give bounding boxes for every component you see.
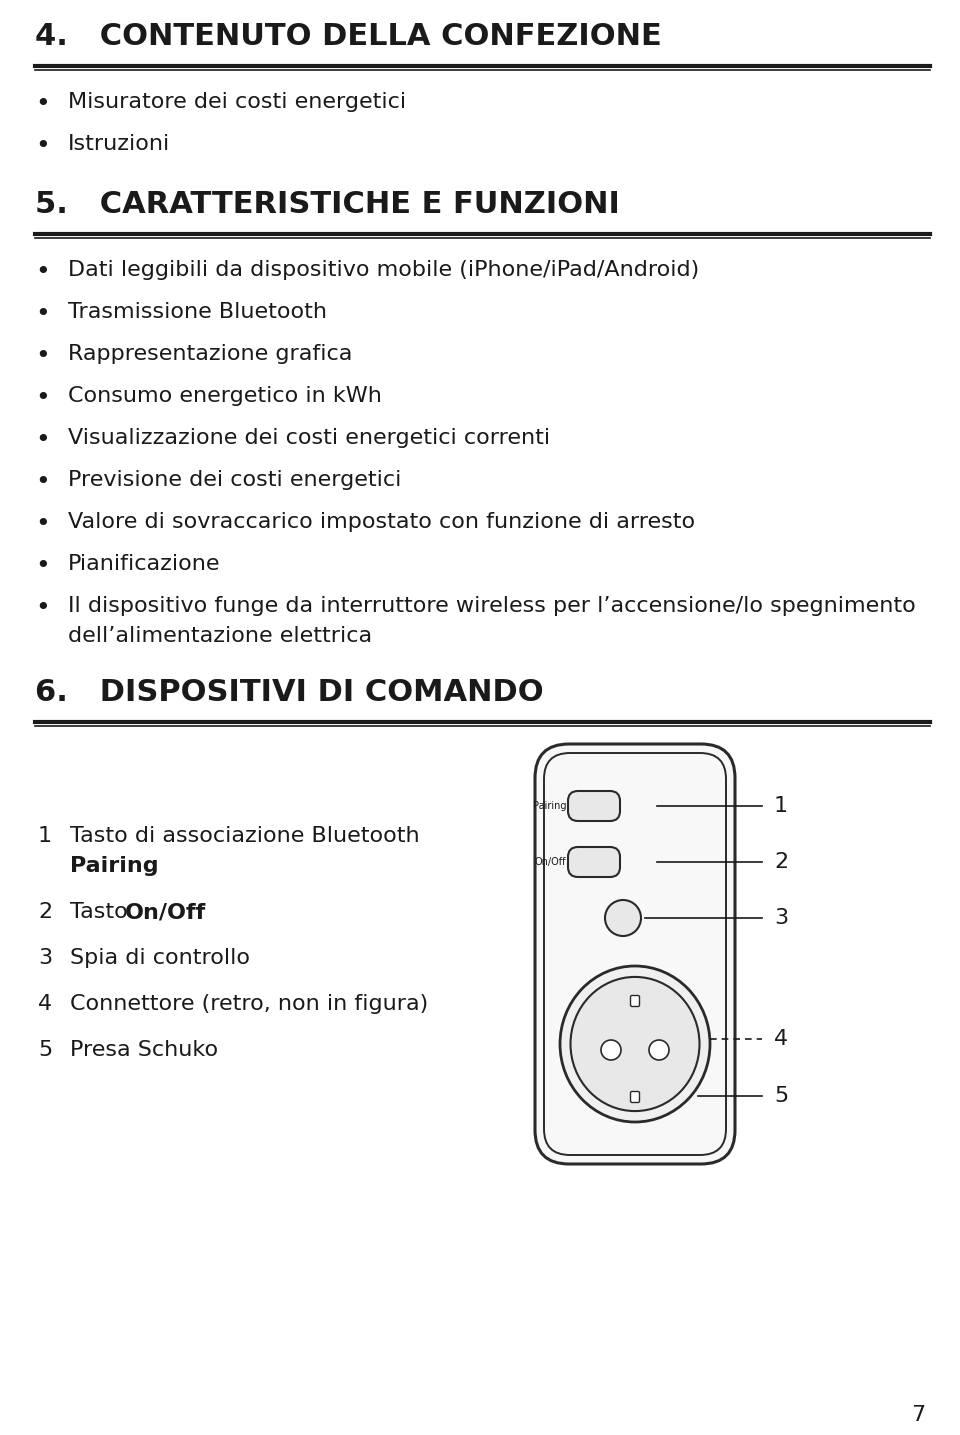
Text: •: • [35, 301, 50, 326]
Text: Visualizzazione dei costi energetici correnti: Visualizzazione dei costi energetici cor… [68, 428, 550, 448]
Text: Trasmissione Bluetooth: Trasmissione Bluetooth [68, 301, 327, 321]
FancyBboxPatch shape [631, 996, 639, 1006]
Text: On/Off: On/Off [125, 903, 206, 923]
Text: 3: 3 [38, 949, 52, 969]
Text: 6.   DISPOSITIVI DI COMANDO: 6. DISPOSITIVI DI COMANDO [35, 677, 543, 707]
Text: 1: 1 [774, 796, 788, 817]
Text: Rappresentazione grafica: Rappresentazione grafica [68, 344, 352, 364]
Text: •: • [35, 471, 50, 494]
Ellipse shape [570, 977, 700, 1111]
Circle shape [605, 900, 641, 936]
Text: •: • [35, 92, 50, 116]
Text: Misuratore dei costi energetici: Misuratore dei costi energetici [68, 92, 406, 112]
Text: Pairing: Pairing [70, 857, 158, 875]
Text: Presa Schuko: Presa Schuko [70, 1040, 218, 1060]
Text: Tasto di associazione Bluetooth: Tasto di associazione Bluetooth [70, 827, 420, 847]
Text: dell’alimentazione elettrica: dell’alimentazione elettrica [68, 626, 372, 646]
Text: •: • [35, 596, 50, 620]
Text: 3: 3 [774, 908, 788, 928]
FancyBboxPatch shape [568, 847, 620, 877]
Text: Valore di sovraccarico impostato con funzione di arresto: Valore di sovraccarico impostato con fun… [68, 512, 695, 532]
Text: Istruzioni: Istruzioni [68, 133, 170, 154]
Text: 4: 4 [38, 994, 52, 1015]
Text: •: • [35, 554, 50, 578]
Text: •: • [35, 133, 50, 158]
FancyBboxPatch shape [568, 791, 620, 821]
Text: Pianificazione: Pianificazione [68, 554, 221, 574]
Text: Consumo energetico in kWh: Consumo energetico in kWh [68, 386, 382, 406]
Text: 2: 2 [774, 852, 788, 872]
Circle shape [649, 1040, 669, 1060]
Text: Previsione dei costi energetici: Previsione dei costi energetici [68, 471, 401, 489]
Text: On/Off: On/Off [535, 857, 566, 867]
Text: Dati leggibili da dispositivo mobile (iPhone/iPad/Android): Dati leggibili da dispositivo mobile (iP… [68, 260, 699, 280]
Ellipse shape [560, 966, 710, 1122]
Text: 5: 5 [38, 1040, 52, 1060]
Text: 7: 7 [911, 1405, 925, 1425]
Text: Pairing: Pairing [533, 801, 566, 811]
Text: •: • [35, 428, 50, 452]
Text: •: • [35, 344, 50, 367]
Text: 5.   CARATTERISTICHE E FUNZIONI: 5. CARATTERISTICHE E FUNZIONI [35, 189, 620, 220]
Text: Spia di controllo: Spia di controllo [70, 949, 250, 969]
Text: •: • [35, 386, 50, 410]
Circle shape [601, 1040, 621, 1060]
Text: •: • [35, 260, 50, 284]
Text: 4.   CONTENUTO DELLA CONFEZIONE: 4. CONTENUTO DELLA CONFEZIONE [35, 22, 661, 52]
Text: •: • [35, 512, 50, 537]
Text: 5: 5 [774, 1086, 788, 1106]
Text: 1: 1 [38, 827, 52, 847]
Text: Il dispositivo funge da interruttore wireless per l’accensione/lo spegnimento: Il dispositivo funge da interruttore wir… [68, 596, 916, 616]
FancyBboxPatch shape [535, 743, 735, 1164]
FancyBboxPatch shape [631, 1092, 639, 1102]
Text: Connettore (retro, non in figura): Connettore (retro, non in figura) [70, 994, 428, 1015]
Text: 2: 2 [38, 903, 52, 923]
Text: Tasto: Tasto [70, 903, 134, 923]
Text: 4: 4 [774, 1029, 788, 1049]
